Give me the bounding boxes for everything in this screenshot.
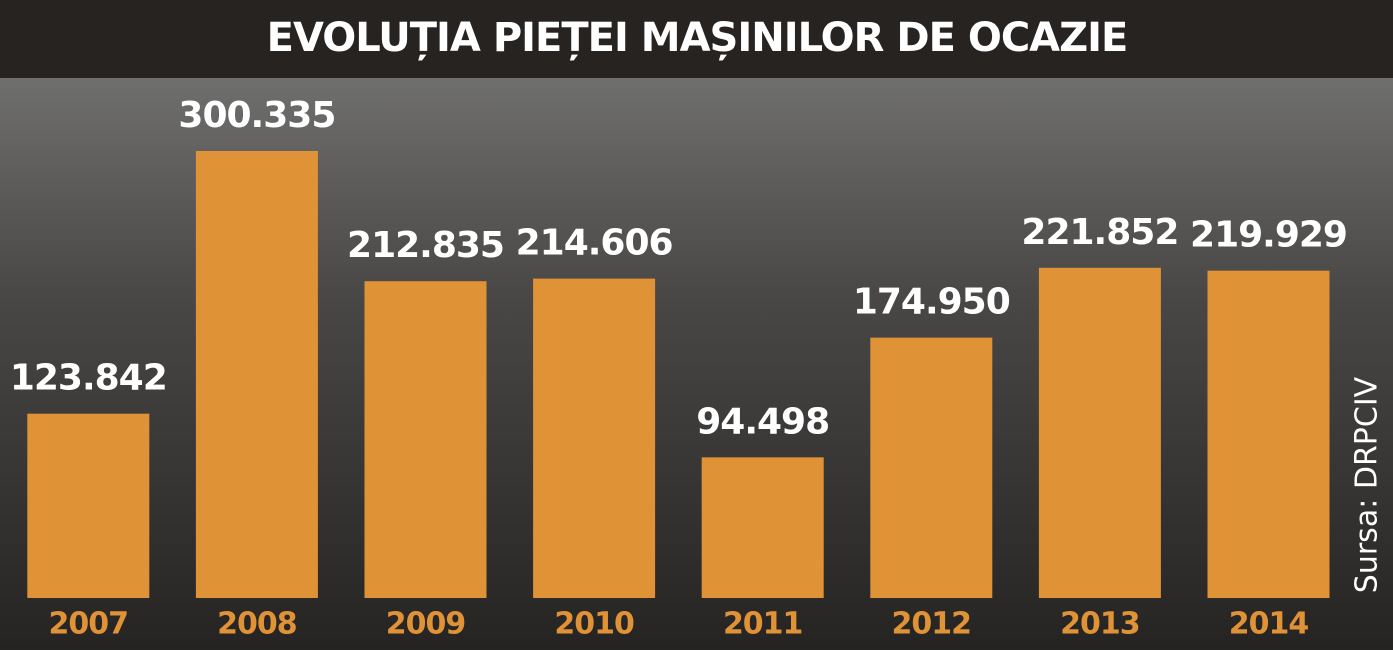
source-note: Sursa: DRPCIV — [1350, 376, 1385, 593]
value-label: 174.950 — [853, 282, 1010, 323]
x-tick-label: 2009 — [386, 607, 466, 642]
x-tick-label: 2007 — [49, 607, 129, 642]
chart-title: EVOLUȚIA PIEȚEI MAȘINILOR DE OCAZIE — [267, 15, 1128, 61]
x-tick-label: 2012 — [892, 607, 972, 642]
x-tick-label: 2013 — [1060, 607, 1140, 642]
bar — [27, 413, 150, 598]
x-tick-label: 2010 — [554, 607, 634, 642]
x-tick-label: 2014 — [1229, 607, 1309, 642]
value-label: 221.852 — [1021, 212, 1178, 253]
title-bar — [0, 0, 1393, 78]
value-label: 300.335 — [178, 95, 335, 136]
value-label: 94.498 — [696, 401, 829, 442]
bar — [1038, 267, 1161, 598]
bar — [870, 337, 993, 598]
value-label: 214.606 — [516, 223, 673, 264]
value-label: 212.835 — [347, 225, 504, 266]
value-label: 123.842 — [10, 358, 167, 399]
bar — [195, 151, 318, 598]
bar — [1207, 270, 1330, 598]
bar — [533, 278, 656, 598]
value-label: 219.929 — [1190, 215, 1347, 256]
x-tick-label: 2008 — [217, 607, 297, 642]
x-tick-label: 2011 — [723, 607, 803, 642]
bar — [701, 457, 824, 598]
bar — [364, 281, 487, 598]
